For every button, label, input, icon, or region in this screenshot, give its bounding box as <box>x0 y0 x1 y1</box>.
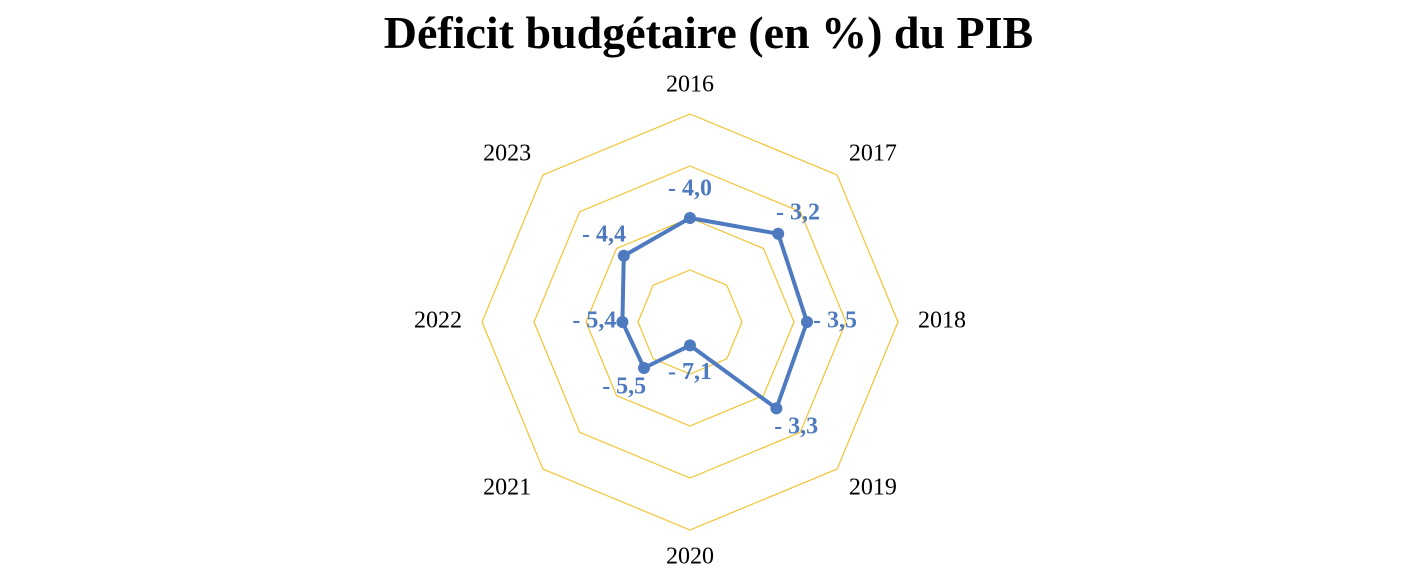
category-label-2019: 2019 <box>849 474 897 500</box>
value-labels: - 4,0 - 3,2 - 3,5 - 3,3 - 7,1 - 5,5 - 5,4 - 4,4 <box>572 176 857 440</box>
chart-title: Déficit budgétaire (en %) du PIB <box>383 7 1034 58</box>
category-label-2016: 2016 <box>666 72 714 98</box>
category-label-2018: 2018 <box>918 308 966 334</box>
data-point-2021 <box>638 362 650 374</box>
data-point-2016 <box>684 212 696 224</box>
data-point-2018 <box>801 316 813 328</box>
data-label-2022: - 5,4 <box>572 308 616 334</box>
data-label-2023: - 4,4 <box>582 222 626 248</box>
data-label-2017: - 3,2 <box>776 200 820 226</box>
category-label-2020: 2020 <box>666 544 714 570</box>
grid-ring-4 <box>481 113 899 531</box>
data-label-2019: - 3,3 <box>774 414 818 440</box>
data-point-2019 <box>770 402 783 415</box>
category-label-2022: 2022 <box>414 308 462 334</box>
series-line <box>620 216 809 411</box>
category-label-2017: 2017 <box>849 141 897 167</box>
grid-ring-1 <box>637 269 743 375</box>
data-label-2016: - 4,0 <box>668 176 712 202</box>
category-labels: 2016 2017 2018 2019 2020 2021 2022 2023 <box>414 72 966 570</box>
data-point-2023 <box>617 249 630 262</box>
category-label-2021: 2021 <box>483 474 531 500</box>
series-layer <box>616 212 813 415</box>
grid-ring-2 <box>585 217 795 427</box>
grid-ring-3 <box>533 165 847 479</box>
data-point-2017 <box>772 227 785 240</box>
data-label-2018: - 3,5 <box>813 308 857 334</box>
data-point-2020 <box>684 339 696 352</box>
data-point-2022 <box>616 316 629 328</box>
data-label-2020: - 7,1 <box>668 359 712 385</box>
radar-grid <box>481 113 899 531</box>
category-label-2023: 2023 <box>483 141 531 167</box>
data-label-2021: - 5,5 <box>602 373 646 399</box>
